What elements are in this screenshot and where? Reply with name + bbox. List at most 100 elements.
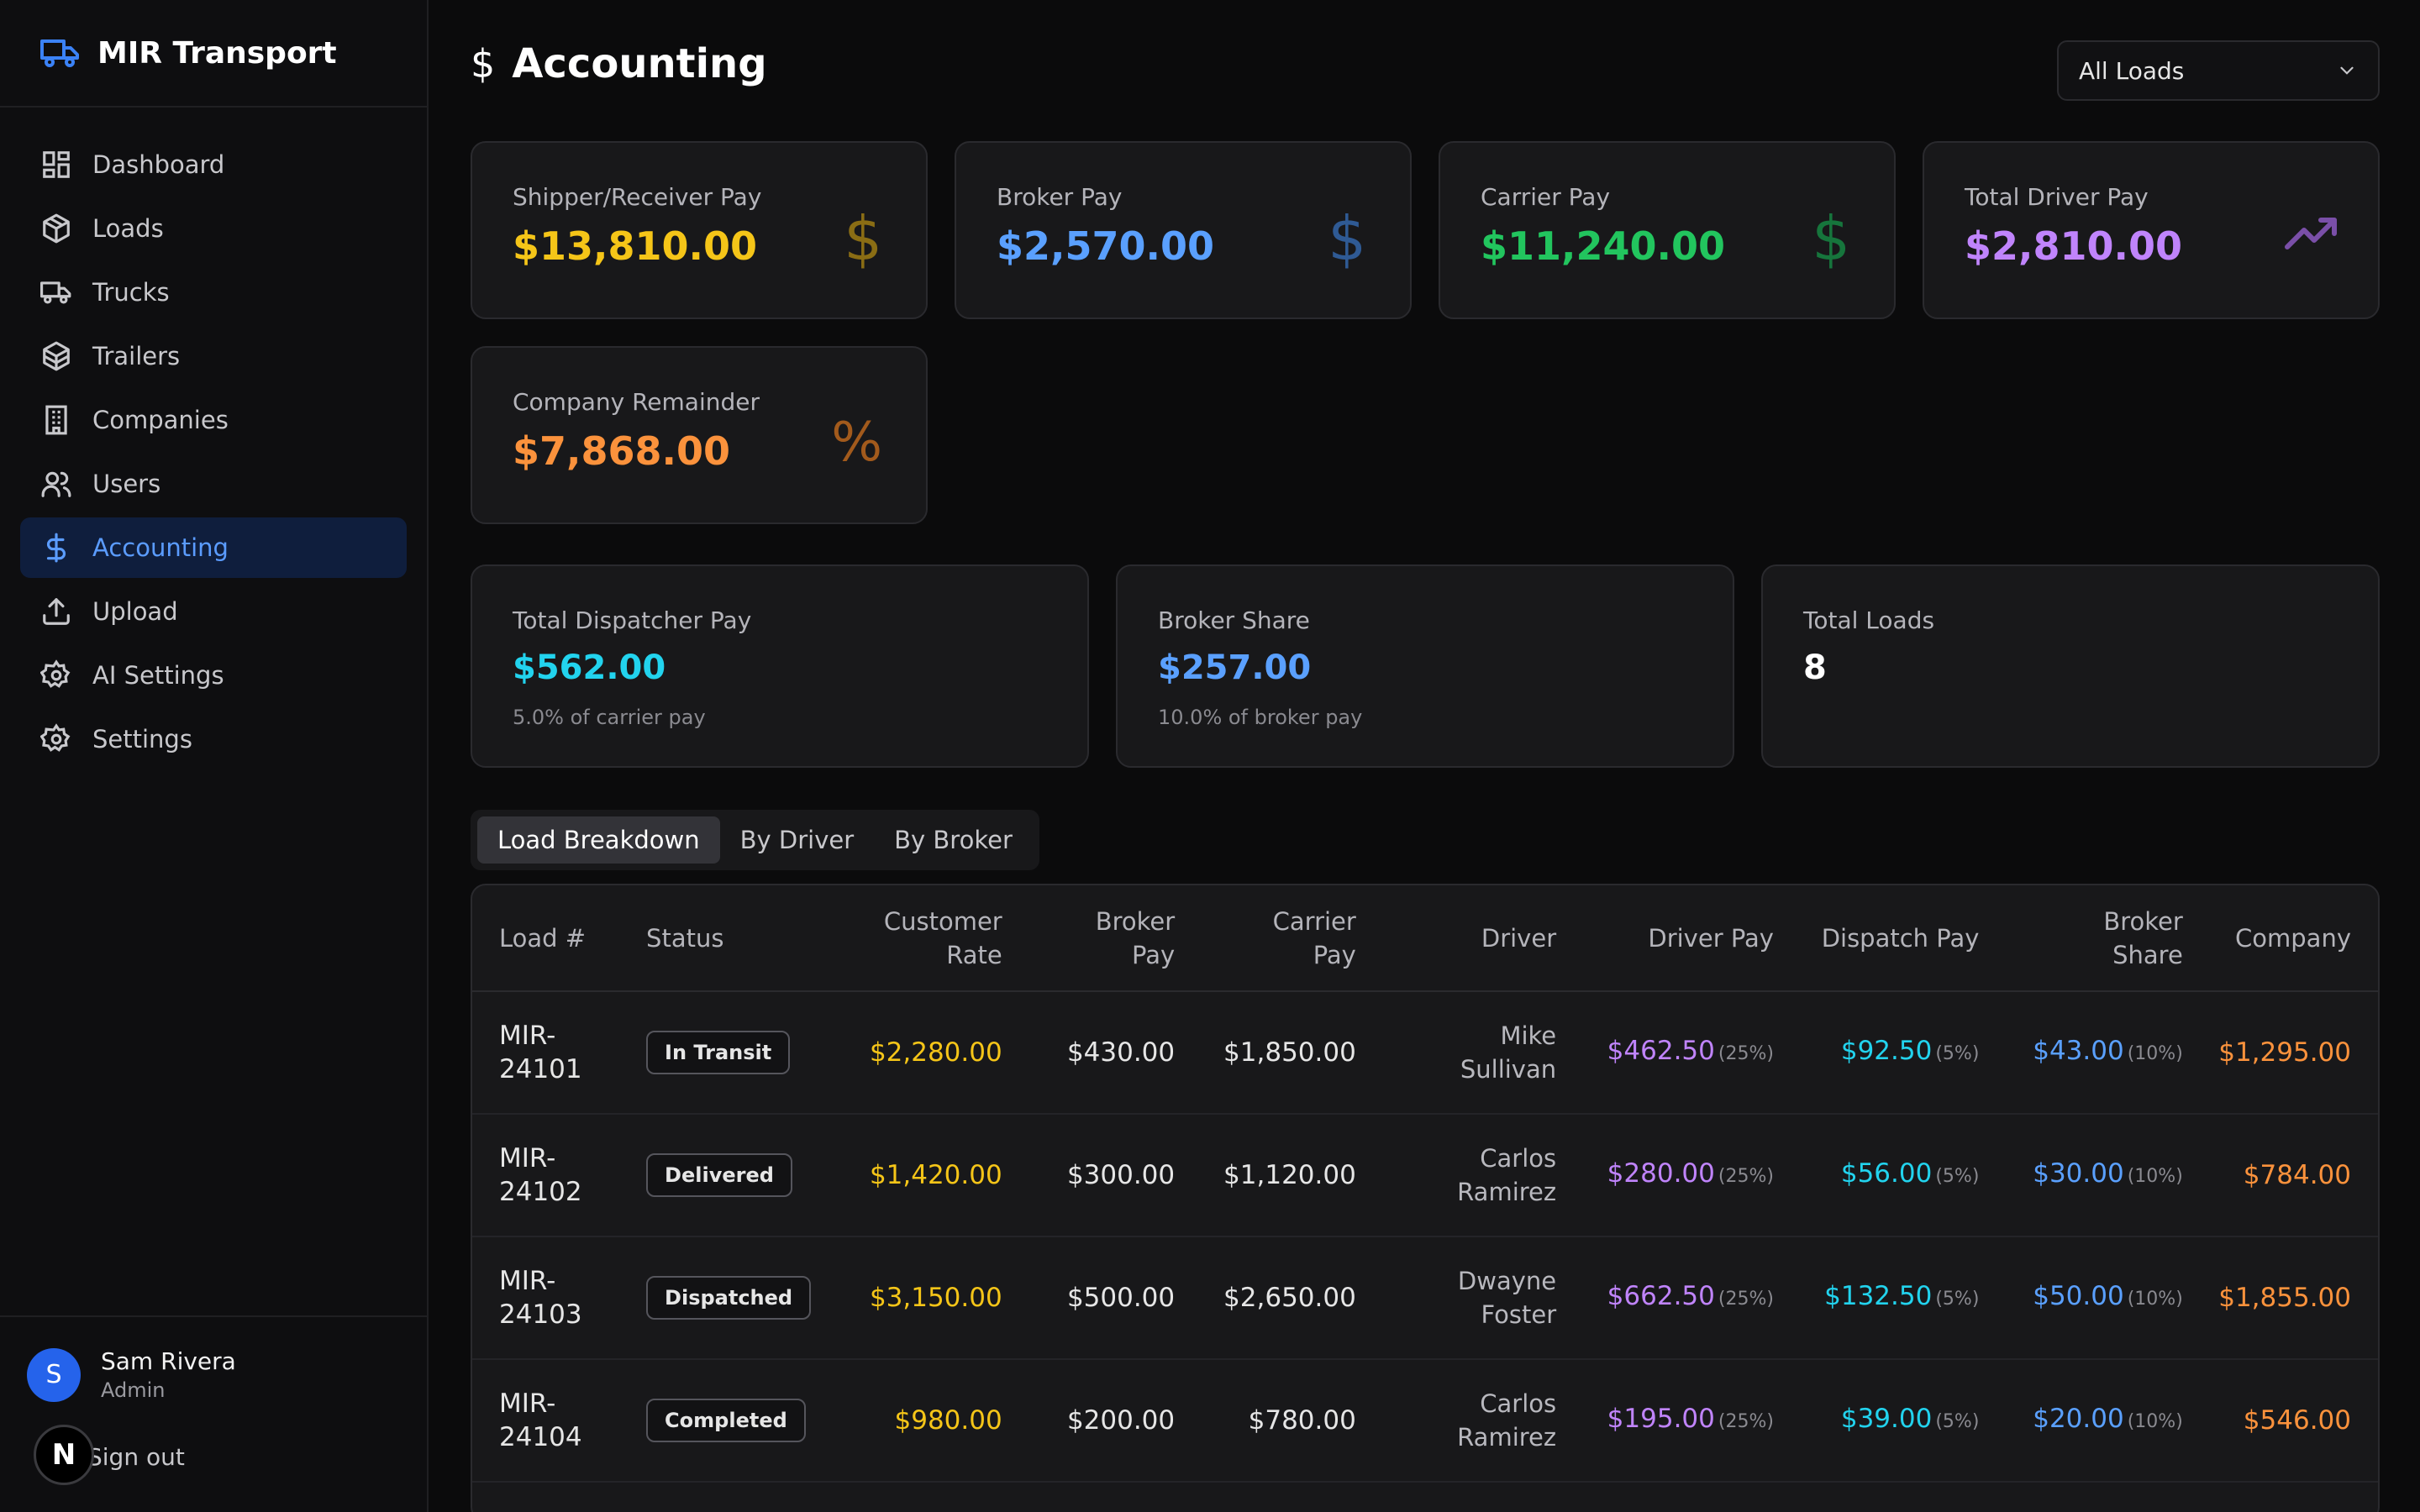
sidebar-item-ai-settings[interactable]: AI Settings xyxy=(20,645,407,706)
card-value: $7,868.00 xyxy=(513,428,730,474)
dispatch-pay-cell: $92.50 (5%) xyxy=(1773,991,1980,1115)
column-header-status[interactable]: Status xyxy=(633,885,816,992)
dispatch-pay-cell: $39.00 (5%) xyxy=(1773,1359,1980,1483)
cell-text: Dwayne xyxy=(1457,1267,1557,1295)
column-header-company[interactable]: Company xyxy=(2182,885,2378,992)
card-label: Total Dispatcher Pay xyxy=(513,606,752,634)
card-value: $562.00 xyxy=(513,648,666,687)
carrier-pay-cell: $1,120.00 xyxy=(1175,1114,1356,1237)
card-label: Total Loads xyxy=(1803,606,1935,634)
sidebar-item-dashboard[interactable]: Dashboard xyxy=(20,134,407,195)
column-header-driver-pay[interactable]: Driver Pay xyxy=(1556,885,1774,992)
cell-text: Carlos xyxy=(1480,1144,1557,1173)
driver-pay-cell: $462.50 (25%) xyxy=(1556,991,1774,1115)
broker-pay-card: Broker Pay $2,570.00 $ xyxy=(955,141,1412,319)
total-loads-card: Total Loads 8 xyxy=(1761,564,2380,768)
sidebar-item-users[interactable]: Users xyxy=(20,454,407,514)
driver-pay-cell: $195.00 (25%) xyxy=(1556,1359,1774,1483)
sidebar-item-label: Upload xyxy=(92,597,178,626)
sidebar-item-label: Loads xyxy=(92,214,164,243)
load-number-cell: MIR- 24101 xyxy=(472,991,634,1115)
table-row[interactable]: MIR- 24104 Completed $980.00 $200.00 $780… xyxy=(472,1359,2378,1483)
sidebar-item-label: Trailers xyxy=(92,342,181,370)
sidebar-item-trailers[interactable]: Trailers xyxy=(20,326,407,386)
cell-amount: $462.50 xyxy=(1607,1036,1715,1066)
cell-text: 24104 xyxy=(499,1422,582,1452)
cell-percent: (25%) xyxy=(1718,1289,1774,1310)
sidebar-item-trucks[interactable]: Trucks xyxy=(20,262,407,323)
dispatch-pay-cell: $56.00 (5%) xyxy=(1773,1114,1980,1237)
cell-percent: (5%) xyxy=(1935,1166,1980,1187)
table-row[interactable]: MIR- 24102 Delivered $1,420.00 $300.00 $1… xyxy=(472,1114,2378,1237)
header-text: Pay xyxy=(1313,940,1356,969)
loads-filter-value: All Loads xyxy=(2079,56,2185,85)
sidebar-item-label: Settings xyxy=(92,725,192,753)
cell-text: Ramirez xyxy=(1457,1423,1557,1452)
tab-by-driver[interactable]: By Driver xyxy=(739,826,855,854)
brand[interactable]: MIR Transport xyxy=(0,0,427,108)
load-number-cell: MIR- 24104 xyxy=(472,1359,634,1483)
cell-text: Sullivan xyxy=(1460,1055,1557,1084)
sidebar-item-label: AI Settings xyxy=(92,661,224,690)
chevron-down-icon xyxy=(2340,66,2354,75)
column-header-load[interactable]: Load # xyxy=(472,885,634,992)
card-subtext: 10.0% of broker pay xyxy=(1158,706,1363,729)
sidebar-item-label: Trucks xyxy=(92,278,170,307)
column-header-broker-share[interactable]: Broker Share xyxy=(1979,885,2183,992)
users-icon xyxy=(41,471,71,497)
cell-text: Ramirez xyxy=(1457,1178,1557,1206)
sidebar-item-companies[interactable]: Companies xyxy=(20,390,407,450)
cell-percent: (5%) xyxy=(1935,1043,1980,1064)
cell-amount: $50.00 xyxy=(2033,1281,2124,1311)
column-header-driver[interactable]: Driver xyxy=(1355,885,1557,992)
broker-pay-cell: $200.00 xyxy=(1002,1359,1176,1483)
loads-filter-select[interactable]: All Loads xyxy=(2057,40,2380,101)
cell-percent: (10%) xyxy=(2127,1411,2183,1432)
broker-share-card: Broker Share $257.00 10.0% of broker pay xyxy=(1116,564,1734,768)
load-number-cell: MIR- 24103 xyxy=(472,1236,634,1360)
column-header-customer-rate[interactable]: Customer Rate xyxy=(815,885,1002,992)
dollar-icon xyxy=(46,533,66,563)
table-row[interactable]: MIR- 24103 Dispatched $3,150.00 $500.00 $… xyxy=(472,1236,2378,1360)
gear-icon xyxy=(40,723,71,752)
status-badge: In Transit xyxy=(646,1031,791,1074)
sidebar-item-upload[interactable]: Upload xyxy=(20,581,407,642)
percent-icon: % xyxy=(831,412,882,474)
column-header-broker-pay[interactable]: Broker Pay xyxy=(1002,885,1176,992)
driver-pay-card: Total Driver Pay $2,810.00 xyxy=(1923,141,2380,319)
header-text: Rate xyxy=(946,940,1002,969)
cell-percent: (25%) xyxy=(1718,1166,1774,1187)
driver-pay-cell: $280.00 (25%) xyxy=(1556,1114,1774,1237)
sidebar-item-accounting[interactable]: Accounting xyxy=(20,517,407,578)
next-devtools-badge[interactable]: N xyxy=(34,1425,94,1485)
cell-percent: (5%) xyxy=(1935,1411,1980,1432)
box-icon xyxy=(43,213,70,244)
view-tabs: Load Breakdown By Driver By Broker xyxy=(471,810,1039,870)
column-header-carrier-pay[interactable]: Carrier Pay xyxy=(1175,885,1356,992)
table-row[interactable]: MIR- 24101 In Transit $2,280.00 $430.00 $… xyxy=(472,991,2378,1115)
sidebar-item-loads[interactable]: Loads xyxy=(20,198,407,259)
tab-by-broker[interactable]: By Broker xyxy=(894,826,1013,854)
sign-out-button[interactable]: Sign out xyxy=(87,1443,185,1471)
card-value: $2,810.00 xyxy=(1965,223,2182,269)
dashboard-icon xyxy=(43,151,70,178)
cell-text: MIR- xyxy=(499,1143,556,1173)
truck-icon xyxy=(40,39,79,67)
broker-share-cell: $50.00 (10%) xyxy=(1979,1236,2183,1360)
sidebar-item-settings[interactable]: Settings xyxy=(20,709,407,769)
tab-load-breakdown[interactable]: Load Breakdown xyxy=(477,816,720,864)
customer-rate-cell: $3,150.00 xyxy=(815,1236,1002,1360)
status-badge: Dispatched xyxy=(646,1276,812,1320)
dollar-icon: $ xyxy=(1328,203,1366,274)
user-profile[interactable]: S Sam Rivera Admin xyxy=(27,1347,236,1402)
cell-percent: (10%) xyxy=(2127,1289,2183,1310)
load-breakdown-table: Load # Status Customer Rate Broker Pay Car… xyxy=(471,884,2380,1512)
customer-rate-cell: $2,280.00 xyxy=(815,991,1002,1115)
dollar-icon: $ xyxy=(844,203,882,274)
cell-percent: (25%) xyxy=(1718,1411,1774,1432)
cell-percent: (10%) xyxy=(2127,1043,2183,1064)
page-title: $ Accounting xyxy=(471,40,767,87)
column-header-dispatch-pay[interactable]: Dispatch Pay xyxy=(1773,885,1980,992)
card-subtext: 5.0% of carrier pay xyxy=(513,706,706,729)
trending-up-icon xyxy=(2285,218,2337,249)
